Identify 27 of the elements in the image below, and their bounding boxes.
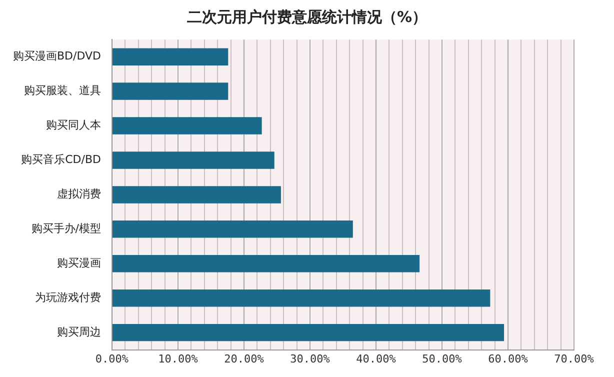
bar [112,48,228,66]
y-tick-label: 购买漫画BD/DVD [12,50,101,63]
bar [112,82,228,100]
bar [112,220,353,238]
y-tick-label: 购买同人本 [46,118,101,132]
y-tick-label: 购买周边 [56,325,101,338]
bar [112,117,262,134]
x-tick-label: 50.00% [422,352,462,366]
x-tick-label: 20.00% [224,352,264,366]
y-tick-label: 购买手办/模型 [31,222,101,236]
bar [112,324,504,342]
x-tick-label: 40.00% [356,352,396,366]
y-tick-label: 虚拟消费 [56,188,101,201]
x-tick-label: 70.00% [554,352,594,366]
bar [112,186,281,204]
bar [112,289,490,307]
x-tick-label: 10.00% [158,352,198,366]
y-tick-label: 购买音乐CD/BD [21,153,101,166]
y-tick-label: 为玩游戏付费 [34,290,101,304]
bar [112,255,420,272]
bar [112,152,274,169]
x-tick-label: 30.00% [290,352,330,366]
y-tick-label: 购买漫画 [56,256,101,270]
x-tick-label: 60.00% [488,352,528,366]
chart-title: 二次元用户付费意愿统计情况（%） [186,8,428,28]
x-tick-label: 0.00% [95,352,129,366]
y-tick-label: 购买服装、道具 [24,84,101,98]
